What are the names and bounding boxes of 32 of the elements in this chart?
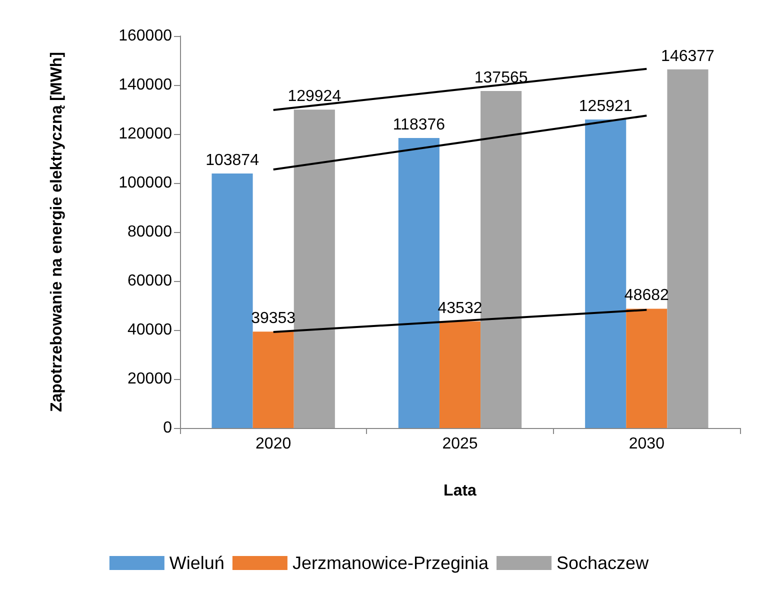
legend-label: Sochaczew: [556, 553, 650, 573]
x-tick-label: 2020: [256, 436, 292, 452]
data-label: 125921: [578, 98, 632, 115]
y-tick-label: 60000: [128, 272, 172, 290]
y-tick-label: 120000: [118, 126, 172, 142]
x-axis-title: Lata: [444, 482, 477, 500]
y-tick-label: 140000: [118, 76, 172, 94]
y-tick-label: 40000: [128, 322, 172, 338]
bar: [626, 308, 668, 428]
y-axis-title: Zapotrzebowanie na energie elektryczną [MWh]: [48, 52, 66, 412]
x-tick-label: 2030: [628, 436, 665, 452]
y-tick-label: 0: [163, 420, 172, 436]
data-label: 118376: [392, 116, 446, 134]
y-tick-label: 80000: [128, 224, 172, 240]
y-tick-label: 20000: [128, 370, 172, 388]
data-label: 137565: [474, 69, 528, 86]
legend-label: Jerzmanowice-Przeginia: [292, 553, 490, 573]
bar: [480, 90, 522, 428]
bar: [667, 69, 708, 428]
bar: [252, 332, 294, 428]
x-tick-label: 2025: [442, 436, 478, 452]
bar: [585, 119, 626, 428]
y-tick-label: 100000: [118, 174, 172, 192]
data-label: 146377: [661, 48, 715, 65]
bar: [212, 174, 253, 428]
data-label: 103874: [206, 152, 260, 170]
bar: [439, 321, 481, 428]
bar: [398, 138, 440, 428]
bar: [294, 110, 335, 428]
legend-label: Wieluń: [169, 553, 224, 573]
data-label: 129924: [288, 88, 342, 106]
y-tick-label: 160000: [118, 28, 172, 44]
